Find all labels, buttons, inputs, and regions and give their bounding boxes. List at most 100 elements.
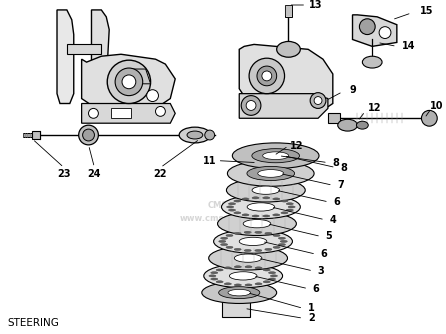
Ellipse shape	[221, 237, 228, 239]
Ellipse shape	[209, 275, 216, 277]
Ellipse shape	[222, 195, 300, 219]
Ellipse shape	[204, 264, 283, 288]
Ellipse shape	[214, 229, 293, 253]
Text: 7: 7	[337, 180, 344, 190]
Ellipse shape	[278, 243, 285, 245]
Text: 8: 8	[340, 163, 347, 173]
Ellipse shape	[216, 281, 223, 283]
Ellipse shape	[179, 127, 211, 143]
Ellipse shape	[273, 214, 280, 216]
Ellipse shape	[229, 272, 257, 280]
Ellipse shape	[263, 281, 270, 283]
Ellipse shape	[255, 267, 262, 269]
Ellipse shape	[216, 269, 223, 271]
Ellipse shape	[202, 282, 277, 304]
Polygon shape	[131, 69, 151, 84]
Ellipse shape	[219, 240, 226, 242]
Ellipse shape	[277, 41, 300, 57]
Ellipse shape	[226, 234, 233, 236]
Text: 22: 22	[154, 169, 167, 179]
Polygon shape	[223, 300, 250, 317]
Ellipse shape	[286, 209, 293, 211]
Polygon shape	[328, 113, 340, 123]
Polygon shape	[285, 5, 293, 17]
Text: 6: 6	[321, 249, 327, 259]
Ellipse shape	[286, 203, 293, 205]
Ellipse shape	[242, 214, 249, 216]
Ellipse shape	[281, 200, 288, 202]
Ellipse shape	[211, 272, 218, 274]
Ellipse shape	[252, 197, 259, 199]
Polygon shape	[23, 133, 33, 137]
Ellipse shape	[224, 267, 231, 269]
Ellipse shape	[239, 237, 267, 245]
Ellipse shape	[270, 275, 277, 277]
Ellipse shape	[247, 166, 295, 180]
Text: 13: 13	[310, 0, 323, 10]
Polygon shape	[239, 94, 328, 118]
Text: 8: 8	[332, 158, 339, 168]
Ellipse shape	[263, 215, 270, 217]
Ellipse shape	[268, 272, 276, 274]
Polygon shape	[91, 10, 109, 94]
Polygon shape	[57, 10, 74, 104]
Text: 11: 11	[203, 156, 216, 166]
Ellipse shape	[83, 129, 95, 141]
Ellipse shape	[234, 254, 262, 262]
Ellipse shape	[228, 209, 235, 211]
Ellipse shape	[209, 246, 288, 270]
Ellipse shape	[88, 109, 99, 118]
Ellipse shape	[288, 206, 295, 208]
Ellipse shape	[227, 206, 234, 208]
Ellipse shape	[258, 170, 284, 177]
Ellipse shape	[314, 97, 322, 105]
Ellipse shape	[234, 248, 241, 250]
Ellipse shape	[234, 284, 241, 286]
Polygon shape	[239, 44, 333, 113]
Text: STEERING: STEERING	[8, 318, 60, 328]
Text: 24: 24	[88, 169, 101, 179]
Ellipse shape	[187, 131, 203, 139]
Ellipse shape	[262, 71, 272, 81]
Ellipse shape	[228, 289, 251, 296]
Ellipse shape	[205, 130, 215, 140]
Ellipse shape	[78, 125, 99, 145]
Ellipse shape	[244, 231, 251, 233]
Ellipse shape	[265, 248, 272, 250]
Ellipse shape	[227, 178, 305, 202]
Text: 6: 6	[313, 284, 319, 294]
Ellipse shape	[252, 186, 280, 194]
Ellipse shape	[421, 111, 437, 126]
Text: 23: 23	[57, 169, 70, 179]
Ellipse shape	[265, 232, 272, 234]
Text: 3: 3	[318, 266, 324, 276]
Ellipse shape	[255, 283, 262, 285]
Ellipse shape	[255, 231, 262, 233]
Ellipse shape	[356, 121, 368, 129]
Text: 6: 6	[333, 197, 340, 207]
Ellipse shape	[379, 27, 391, 38]
Ellipse shape	[211, 278, 218, 280]
Ellipse shape	[255, 249, 262, 252]
Ellipse shape	[249, 58, 285, 94]
Ellipse shape	[252, 215, 259, 217]
Text: 4: 4	[330, 215, 336, 225]
Ellipse shape	[257, 66, 277, 86]
Ellipse shape	[245, 284, 252, 286]
Ellipse shape	[242, 198, 249, 200]
Ellipse shape	[226, 246, 233, 248]
Ellipse shape	[232, 143, 319, 169]
Ellipse shape	[244, 249, 251, 252]
Polygon shape	[111, 109, 131, 118]
Text: 1: 1	[308, 303, 314, 313]
Ellipse shape	[122, 75, 136, 89]
Ellipse shape	[359, 19, 375, 34]
Ellipse shape	[263, 152, 289, 160]
Ellipse shape	[234, 232, 241, 234]
Ellipse shape	[268, 278, 276, 280]
Ellipse shape	[221, 243, 228, 245]
Text: 5: 5	[326, 231, 332, 241]
Ellipse shape	[247, 203, 275, 211]
Ellipse shape	[147, 90, 158, 102]
Ellipse shape	[273, 246, 280, 248]
